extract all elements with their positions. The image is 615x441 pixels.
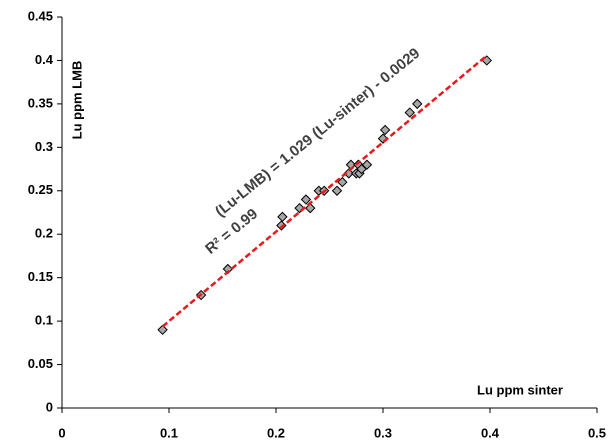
x-tick-label: 0.3 (374, 425, 392, 440)
point (337, 176, 348, 188)
point (331, 185, 343, 196)
y-tick-label: 0.15 (28, 269, 53, 284)
x-tick-label: 0.1 (160, 425, 178, 440)
point (404, 107, 415, 118)
point (300, 194, 312, 205)
y-tick-label: 0.05 (28, 356, 53, 371)
y-tick-label: 0.1 (35, 313, 53, 328)
x-tick-label: 0.2 (267, 425, 285, 440)
point (379, 124, 391, 136)
point (412, 98, 423, 110)
y-axis-label: Lu ppm LMB (69, 61, 84, 140)
y-tick-label: 0.4 (35, 52, 54, 67)
y-tick-label: 0.2 (35, 226, 53, 241)
point (294, 202, 305, 214)
trendline (161, 54, 488, 328)
y-tick-label: 0.35 (28, 95, 53, 110)
point (361, 159, 373, 170)
y-tick-label: 0.25 (28, 182, 53, 197)
point (277, 211, 288, 223)
x-axis-label: Lu ppm sinter (477, 382, 563, 397)
y-tick-label: 0.45 (28, 8, 53, 23)
y-tick-label: 0.3 (35, 139, 53, 154)
x-tick-label: 0 (58, 425, 65, 440)
point (157, 324, 168, 336)
y-tick-label: 0 (46, 399, 53, 414)
point (276, 220, 287, 231)
x-tick-label: 0.4 (481, 425, 500, 440)
x-tick-label: 0.5 (588, 425, 606, 440)
point (305, 202, 316, 214)
